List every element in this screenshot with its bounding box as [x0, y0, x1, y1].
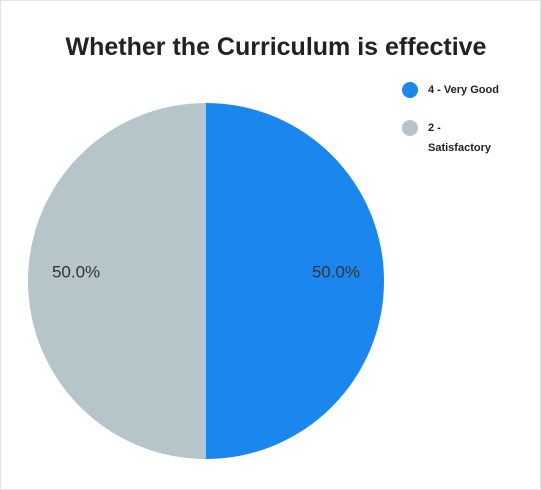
legend-label: 4 - Very Good [428, 84, 499, 96]
pie-slice [28, 103, 206, 459]
legend-label: 2 - Satisfactory [428, 122, 491, 154]
legend-item: 4 - Very Good [402, 82, 504, 100]
pie-slice [206, 103, 384, 459]
legend-item: 2 - Satisfactory [402, 120, 504, 158]
data-label: 50.0% [312, 262, 360, 281]
legend-swatch [402, 120, 418, 136]
legend-swatch [402, 82, 418, 98]
data-label: 50.0% [52, 262, 100, 281]
chart-title: Whether the Curriculum is effective [66, 33, 487, 61]
